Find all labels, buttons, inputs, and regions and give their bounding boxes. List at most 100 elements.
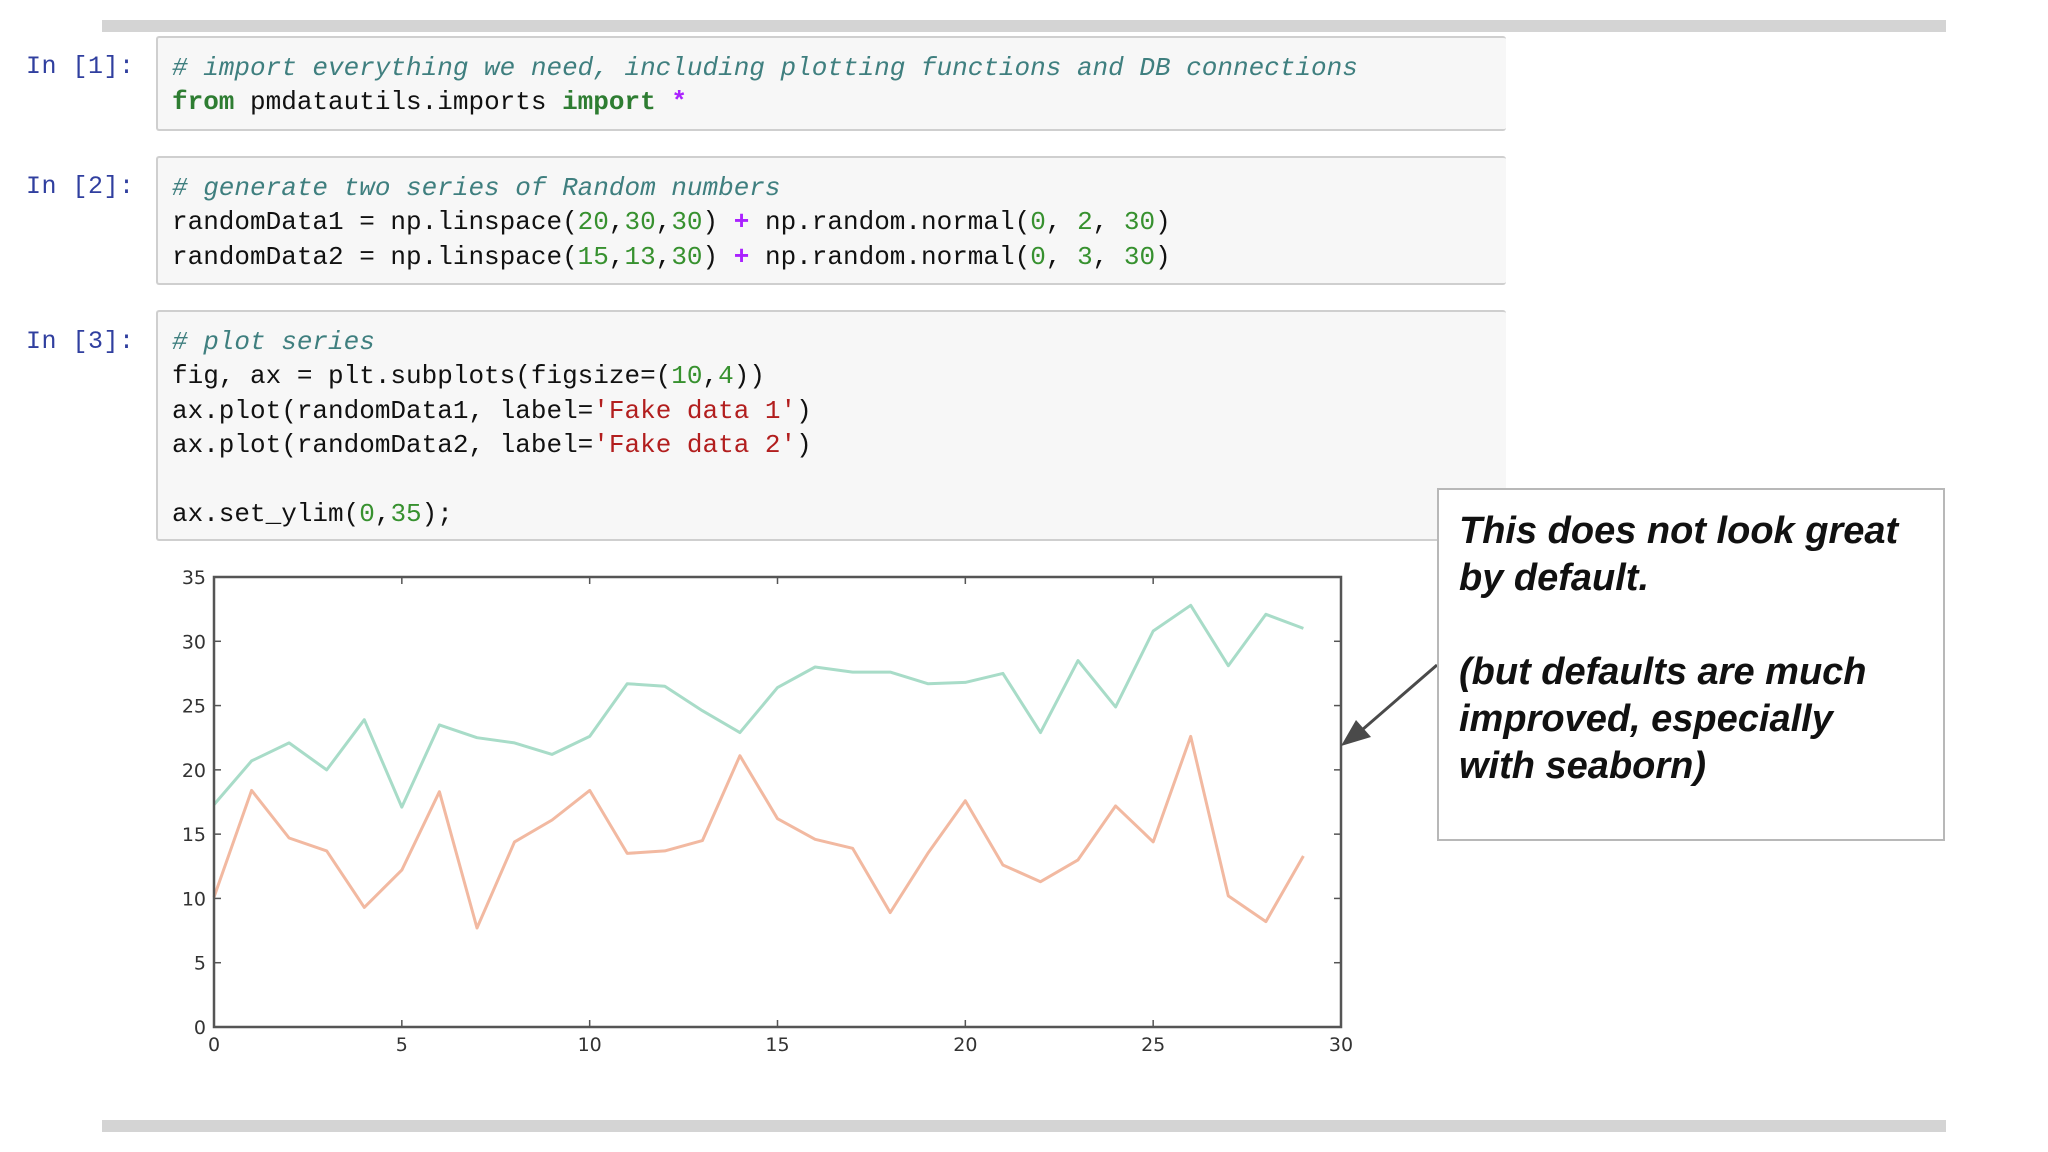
code-number: 2 xyxy=(1077,207,1093,238)
code-token: ax.plot(randomData1, label= xyxy=(172,395,594,426)
code-token: randomData2 = np.linspace( xyxy=(172,241,578,272)
code-token: fig, ax = plt.subplots(figsize=( xyxy=(172,361,672,392)
code-token: ) xyxy=(702,241,734,272)
code-comment: # import everything we need, including p… xyxy=(172,53,1358,83)
annotation-headline-line-2: by default. xyxy=(1459,557,1650,599)
code-token: , xyxy=(1092,241,1124,272)
code-keyword: import xyxy=(562,87,656,118)
code-token: , xyxy=(608,207,625,238)
code-string: 'Fake data 1' xyxy=(593,395,797,426)
code-number: 13 xyxy=(624,241,656,272)
code-token: pmdatautils.imports xyxy=(234,87,563,118)
code-line: ax.plot(randomData1, label='Fake data 1'… xyxy=(172,394,1506,428)
code-token: ax.plot(randomData2, label= xyxy=(172,430,594,461)
code-token: ) xyxy=(796,395,812,426)
code-number: 0 xyxy=(359,498,375,529)
x-tick-label: 5 xyxy=(396,1034,408,1056)
code-cell-2[interactable]: # generate two series of Random numbers r… xyxy=(156,156,1506,285)
code-token: np.random.normal( xyxy=(749,241,1031,272)
annotation-headline-line-1: This does not look great xyxy=(1459,510,1899,552)
annotation-arrow-shaft xyxy=(1361,663,1438,732)
code-number: 0 xyxy=(1030,207,1046,238)
code-token: , xyxy=(1045,207,1078,238)
y-tick-label: 30 xyxy=(182,631,206,653)
code-token: , xyxy=(655,241,672,272)
top-divider xyxy=(102,20,1946,32)
bottom-divider xyxy=(102,1120,1946,1132)
code-line: randomData1 = np.linspace(20,30,30) + np… xyxy=(172,205,1506,239)
code-keyword: from xyxy=(172,87,235,118)
code-number: 30 xyxy=(671,207,703,238)
series-line-2 xyxy=(212,734,1305,930)
code-token: ) xyxy=(702,207,734,238)
code-number: 15 xyxy=(577,241,609,272)
plot-frame xyxy=(212,575,1343,1029)
code-number: 3 xyxy=(1077,241,1093,272)
code-token: + xyxy=(733,207,750,238)
plot-area xyxy=(214,577,1341,1027)
code-cell-2-source[interactable]: # generate two series of Random numbers r… xyxy=(172,171,1506,274)
code-comment: # plot series xyxy=(172,327,375,357)
code-line: from pmdatautils.imports import * xyxy=(172,85,1506,119)
code-cell-1-source[interactable]: # import everything we need, including p… xyxy=(172,51,1506,120)
y-tick-label: 0 xyxy=(194,1017,206,1039)
code-token: , xyxy=(1045,241,1078,272)
y-tick-label: 5 xyxy=(194,953,206,975)
code-token: , xyxy=(702,361,719,392)
annotation-arrow-head xyxy=(1341,720,1371,746)
code-number: 30 xyxy=(1123,241,1156,272)
code-string: 'Fake data 2' xyxy=(593,430,797,461)
series-line-1 xyxy=(212,603,1304,809)
code-line: # import everything we need, including p… xyxy=(172,51,1506,85)
code-number: 35 xyxy=(390,498,422,529)
code-line: randomData2 = np.linspace(15,13,30) + np… xyxy=(172,240,1506,274)
annotation-callout: This does not look great by default. (bu… xyxy=(1437,488,1945,841)
code-cell-1[interactable]: # import everything we need, including p… xyxy=(156,36,1506,131)
cell-2-prompt: In [2]: xyxy=(26,172,135,201)
code-line: # generate two series of Random numbers xyxy=(172,171,1506,205)
code-line: ax.plot(randomData2, label='Fake data 2'… xyxy=(172,428,1506,462)
code-token: * xyxy=(671,87,687,118)
code-number: 20 xyxy=(577,207,609,238)
code-number: 0 xyxy=(1030,241,1046,272)
y-tick-label: 35 xyxy=(182,567,206,589)
code-comment: # generate two series of Random numbers xyxy=(172,173,781,203)
cell-1-prompt: In [1]: xyxy=(26,52,135,81)
code-token: randomData1 = np.linspace( xyxy=(172,207,578,238)
code-number: 4 xyxy=(718,361,734,392)
y-tick-label: 20 xyxy=(182,760,206,782)
code-number: 30 xyxy=(671,241,703,272)
code-number: 10 xyxy=(671,361,703,392)
code-token: ) xyxy=(796,430,812,461)
x-tick-label: 10 xyxy=(578,1034,602,1056)
code-token: + xyxy=(733,241,750,272)
annotation-note-line-1: (but defaults are much xyxy=(1459,651,1867,693)
code-cell-3[interactable]: # plot series fig, ax = plt.subplots(figs… xyxy=(156,310,1506,541)
code-line: # plot series xyxy=(172,325,1506,359)
annotation-note-line-3: with seaborn) xyxy=(1459,745,1707,787)
code-token: ) xyxy=(1155,241,1171,272)
annotation-note-line-2: improved, especially xyxy=(1459,698,1833,740)
code-number: 30 xyxy=(624,207,656,238)
code-token: )) xyxy=(733,361,765,392)
cell-3-prompt: In [3]: xyxy=(26,327,135,356)
code-token: ax.set_ylim( xyxy=(172,498,360,529)
y-tick-label: 10 xyxy=(182,888,206,910)
x-tick-label: 30 xyxy=(1329,1034,1353,1056)
code-number: 30 xyxy=(1123,207,1156,238)
code-token: , xyxy=(608,241,625,272)
code-line: fig, ax = plt.subplots(figsize=(10,4)) xyxy=(172,359,1506,393)
y-tick-label: 25 xyxy=(182,696,206,718)
code-cell-3-source[interactable]: # plot series fig, ax = plt.subplots(figs… xyxy=(172,325,1506,531)
code-token: , xyxy=(655,207,672,238)
code-token: ); xyxy=(421,498,453,529)
x-tick-label: 0 xyxy=(208,1034,220,1056)
x-tick-label: 15 xyxy=(765,1034,789,1056)
x-tick-label: 25 xyxy=(1141,1034,1165,1056)
x-tick-label: 20 xyxy=(953,1034,977,1056)
code-line: ax.set_ylim(0,35); xyxy=(172,497,1506,531)
y-tick-label: 15 xyxy=(182,824,206,846)
code-token: ) xyxy=(1155,207,1171,238)
code-token: , xyxy=(1092,207,1124,238)
